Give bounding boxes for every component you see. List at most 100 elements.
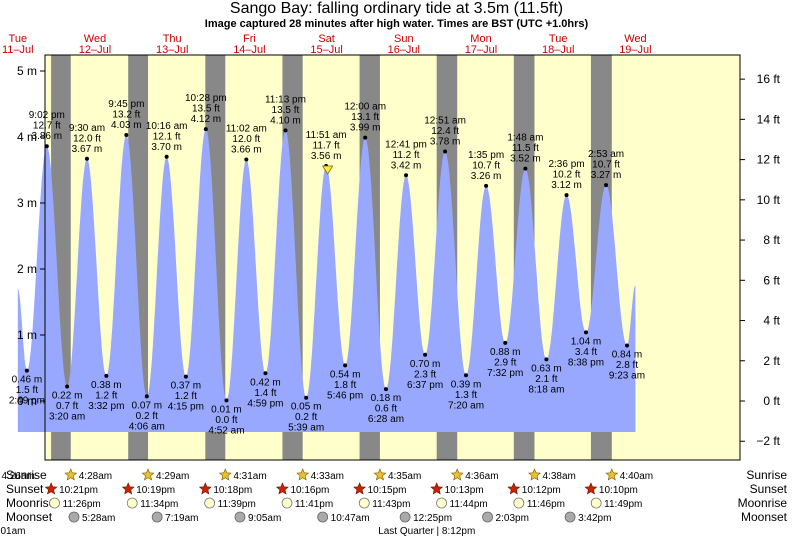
low-tide-label: 9:23 am	[609, 371, 645, 382]
low-tide-label: 3:32 pm	[88, 401, 124, 412]
low-tide-label: 4:06 am	[129, 421, 165, 432]
sunrise-time: 4:33am	[311, 471, 344, 482]
moonset-icon	[151, 511, 163, 523]
high-tide-label: 9:30 am	[69, 123, 105, 134]
day-name: Tue	[549, 33, 568, 45]
high-tide-label: 12.4 ft	[431, 126, 459, 137]
left-tick-label: 4 m	[17, 130, 37, 144]
high-tide-dot	[283, 128, 288, 133]
low-tide-dot	[224, 398, 229, 403]
current-tide-marker	[321, 165, 334, 175]
high-tide-label: 12.7 ft	[33, 121, 61, 132]
day-name: Thu	[163, 33, 182, 45]
low-tide-label: 1.5 ft	[16, 385, 38, 396]
low-tide-label: 7:32 pm	[487, 368, 523, 379]
high-tide-label: 3.56 m	[311, 151, 342, 162]
low-tide-label: 1.3 ft	[455, 390, 477, 401]
high-tide-label: 12:00 am	[344, 102, 386, 113]
high-tide-label: 3.27 m	[591, 170, 622, 181]
moonset-icon	[482, 511, 493, 523]
low-tide-label: 8:18 am	[528, 384, 564, 395]
plot-frame	[44, 54, 741, 461]
left-tick-label: 3 m	[17, 196, 37, 210]
low-tide-label: 0.88 m	[490, 347, 521, 358]
low-tide-label: 3.4 ft	[575, 347, 597, 358]
moonset-row-label-left: Moonset	[6, 510, 53, 524]
high-tide-label: 11:51 am	[306, 130, 347, 141]
right-tick-label: 12 ft	[757, 153, 781, 167]
high-tide-label: 12:41 pm	[385, 139, 427, 150]
high-tide-label: 12.0 ft	[73, 133, 101, 144]
axes-layer: 5 m 4 m 3 m 2 m 1 m 0 m 16 ft 14 ft 12 ft 10 ft 8 …	[17, 54, 781, 461]
low-tide-dot	[583, 330, 588, 335]
moonrise-time: 11:49pm	[604, 499, 642, 510]
high-tide-label: 3.52 m	[510, 154, 541, 165]
moonset-icon	[564, 511, 576, 523]
low-tide-label: 4:15 pm	[168, 402, 204, 413]
high-tide-label: 3.26 m	[471, 171, 502, 182]
low-tide-label: 5:46 pm	[327, 390, 363, 401]
sunset-time: 10:18pm	[213, 485, 252, 496]
low-tide-label: 0.37 m	[171, 381, 202, 392]
low-tide-label: 0.7 ft	[56, 401, 78, 412]
high-tide-dot	[404, 173, 409, 178]
moonset-time: 7:19am	[165, 513, 198, 524]
low-tide-label: 0.6 ft	[375, 404, 397, 415]
high-tide-dot	[244, 157, 249, 162]
sunrise-row-label-right: Sunrise	[746, 468, 787, 482]
high-tide-label: 9:45 pm	[108, 99, 144, 110]
day-name: Sat	[318, 33, 335, 45]
high-tide-label: 12.1 ft	[153, 131, 181, 142]
high-tide-label: 11.2 ft	[393, 150, 420, 161]
right-tick-label: 16 ft	[757, 72, 781, 86]
high-tide-label: 1:35 pm	[468, 150, 504, 161]
high-tide-label: 1:48 am	[507, 133, 543, 144]
low-tide-label: 0.39 m	[451, 379, 482, 390]
day-date: 18–Jul	[542, 44, 574, 56]
moonrise-time: 11:43pm	[372, 499, 410, 510]
sunset-icon	[44, 482, 58, 495]
right-tick-label: 14 ft	[757, 112, 781, 126]
sunset-time: 10:16pm	[290, 485, 329, 496]
high-tide-dot	[443, 149, 448, 154]
left-tick-label: 5 m	[17, 64, 37, 78]
moonrise-time: 11:34pm	[140, 499, 178, 510]
high-tide-label: 10:28 pm	[185, 93, 227, 104]
low-tide-label: 0.2 ft	[295, 412, 317, 423]
low-tide-label: 0.2 ft	[136, 411, 158, 422]
low-tide-dot	[104, 373, 109, 378]
low-tide-dot	[183, 374, 188, 379]
high-tide-label: 3.42 m	[391, 160, 422, 171]
sunset-icon	[430, 482, 444, 495]
chart-title: Sango Bay: falling ordinary tide at 3.5m…	[229, 0, 564, 17]
sunset-time: 10:21pm	[59, 485, 98, 496]
high-tide-label: 10.7 ft	[472, 160, 500, 171]
high-tide-label: 13.1 ft	[351, 112, 379, 123]
moonset-icon	[234, 511, 246, 523]
left-tick-label: 2 m	[17, 262, 37, 276]
low-tide-label: 4:59 pm	[247, 398, 283, 409]
day-date: 16–Jul	[388, 44, 420, 56]
low-tide-label: 0.07 m	[132, 400, 163, 411]
high-tide-label: 3.12 m	[551, 180, 582, 191]
high-tide-dot	[523, 166, 528, 171]
high-tide-dot	[164, 154, 169, 159]
moon-phase-label: Full Moon | 4:01am	[0, 526, 26, 537]
low-tide-dot	[544, 357, 549, 362]
sunrise-time: 4:29am	[156, 471, 189, 482]
low-tide-label: 1.2 ft	[95, 390, 117, 401]
moonset-time: 10:47am	[331, 513, 370, 524]
high-tide-label: 2:36 pm	[548, 159, 584, 170]
low-tide-dot	[24, 368, 29, 373]
high-tide-dot	[564, 193, 569, 198]
high-tide-label: 11.5 ft	[512, 143, 539, 154]
low-tide-dot	[383, 387, 388, 392]
low-tide-dot	[343, 363, 348, 368]
moonrise-icon	[204, 497, 216, 509]
low-tide-label: 5:39 am	[288, 423, 324, 434]
low-tide-label: 0.18 m	[371, 393, 402, 404]
right-tick-label: 6 ft	[763, 273, 780, 287]
sunrise-time: 4:26am	[1, 471, 34, 482]
